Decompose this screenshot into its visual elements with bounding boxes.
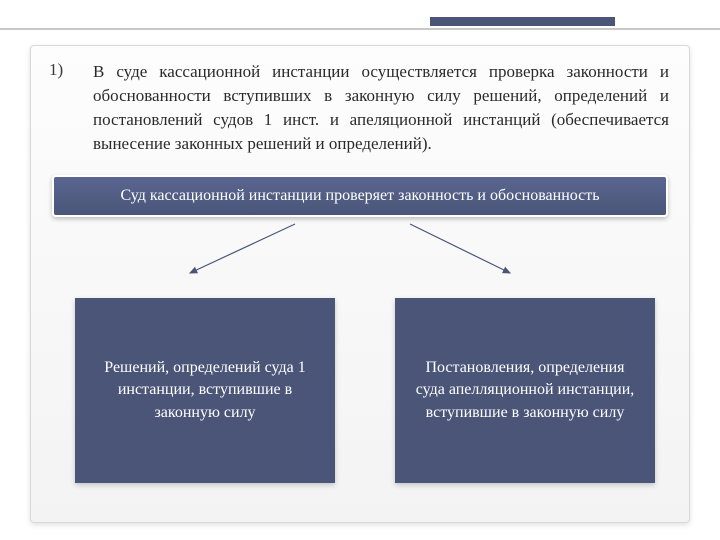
- diagram-header-box: Суд кассационной инстанции проверяет зак…: [52, 175, 668, 217]
- horizontal-rule: [0, 28, 720, 30]
- main-paragraph: В суде кассационной инстанции осуществля…: [93, 60, 669, 157]
- diagram-header-label: Суд кассационной инстанции проверяет зак…: [120, 187, 599, 205]
- diagram-child-left: Решений, определений суда 1 инстанции, в…: [75, 298, 335, 483]
- diagram-child-right-label: Постановления, определения суда апелляци…: [413, 357, 637, 424]
- diagram-child-left-label: Решений, определений суда 1 инстанции, в…: [93, 357, 317, 424]
- diagram-child-right: Постановления, определения суда апелляци…: [395, 298, 655, 483]
- list-number: 1): [49, 60, 63, 80]
- accent-bar: [430, 17, 615, 26]
